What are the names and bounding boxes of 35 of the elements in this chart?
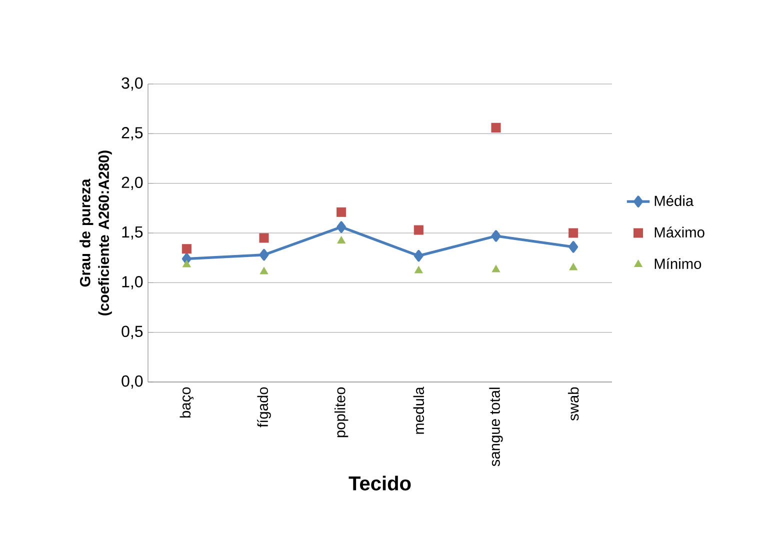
x-tick-label: baço [180,387,194,418]
x-tick-label: medula [413,386,424,434]
point [182,260,191,268]
x-axis-title: Tecido [348,476,411,490]
point [260,266,268,274]
point [568,228,578,238]
y-tick-label: 0,0 [122,375,143,389]
point [337,236,346,244]
point [336,221,346,233]
point [569,262,578,270]
point [568,241,578,253]
y-tick-label: 2,5 [122,127,143,140]
point [414,266,423,274]
legend-label: Média [654,195,694,206]
x-tick-label: fígado [257,387,271,428]
point [182,244,192,254]
point [414,225,424,235]
y-tick-label: 1,0 [122,276,143,290]
point [259,233,269,243]
y-tick-label: 0,5 [122,326,143,339]
y-tick-label: 1,5 [122,226,143,240]
point [491,122,501,132]
point [336,207,346,217]
legend-label: Mínimo [654,258,702,270]
y-tick-label: 2,0 [122,176,143,190]
x-tick-label: popliteo [334,387,348,438]
point [492,264,500,272]
point [259,249,269,261]
point [491,230,501,242]
x-tick-label: sangue total [489,388,503,466]
x-tick-label: swab [568,387,579,421]
y-tick-label: 3,0 [122,77,143,91]
legend-label: Máximo [654,226,704,238]
y-axis-title: Grau de pureza (coeficiente A260:A280) [80,150,112,316]
point [414,250,424,262]
